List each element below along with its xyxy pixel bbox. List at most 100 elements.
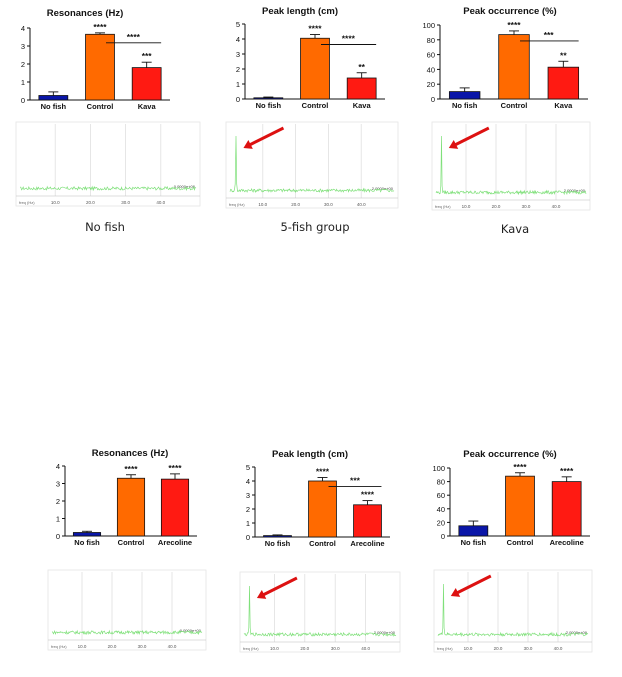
bar-control [505, 475, 535, 537]
significance-stars: **** [168, 463, 182, 473]
red-arrow [454, 126, 490, 147]
x-tick-label: Control [118, 538, 145, 547]
bar-chart-4: Resonances (Hz) 0 1 2 3 4 No fish Control **** Ar… [56, 448, 197, 547]
spectrum-line [243, 585, 397, 637]
spectrum-axis-label: freq (Hz) [229, 202, 245, 207]
bar-chart-1: Resonances (Hz) 0 1 2 3 4 No fish Control **** Ka… [21, 8, 170, 111]
red-arrow [248, 126, 285, 147]
y-tick-label: 1 [56, 515, 60, 524]
spectrum-frame [431, 121, 591, 211]
y-tick-label: 0 [246, 533, 250, 542]
y-tick-label: 2 [56, 497, 60, 506]
y-tick-label: 4 [56, 462, 60, 471]
significance-stars: **** [316, 467, 330, 477]
spectrum-tick-label: 10.0 [78, 644, 87, 649]
x-tick-label: Control [302, 101, 329, 110]
y-tick-label: 5 [236, 20, 240, 29]
spectrum-frame [433, 569, 593, 653]
spectrum-value-label: 2.0000e+00 [566, 630, 588, 635]
spectrum-frame [47, 569, 207, 651]
x-tick-label: Arecoline [550, 538, 584, 547]
bar-chart-3: Peak occurrence (%) 0 20 40 60 80 100 No fish Co… [422, 6, 588, 110]
spectrum-tick-label: 40.0 [554, 646, 563, 651]
red-arrow [456, 574, 492, 595]
spectrum-line [19, 185, 197, 192]
spectrum-tick-label: 40.0 [552, 204, 561, 209]
bar-kava [346, 77, 377, 100]
bar-no-fish [38, 95, 69, 101]
y-tick-label: 4 [21, 24, 25, 33]
spectrum-line [435, 135, 587, 196]
spectrum-tick-label: 40.0 [156, 200, 165, 205]
spectrum-panel-5: 10.0 20.0 30.0 40.0 freq (Hz) 2.0000e+00 [239, 571, 401, 653]
significance-stars: **** [308, 24, 322, 34]
bar-arecoline [160, 478, 190, 537]
spectrum-tick-label: 40.0 [357, 202, 366, 207]
y-tick-label: 5 [246, 463, 250, 472]
significance-stars: **** [507, 20, 521, 30]
chart-title: Peak occurrence (%) [463, 6, 556, 17]
x-tick-label: Kava [138, 102, 157, 111]
comparison-stars: *** [350, 476, 361, 486]
spectrum-tick-label: 20.0 [86, 200, 95, 205]
spectrum-panel-6: 10.0 20.0 30.0 40.0 freq (Hz) 2.0000e+00 [433, 569, 593, 653]
bar-control [116, 477, 146, 537]
x-tick-label: No fish [41, 102, 67, 111]
spectrum-frame [15, 121, 201, 207]
spectrum-tick-label: 40.0 [361, 646, 370, 651]
spectrum-caption-no-fish: No fish [85, 220, 125, 234]
spectrum-value-label: 2.0000e+00 [564, 188, 586, 193]
spectrum-tick-label: 30.0 [522, 204, 531, 209]
y-tick-label: 2 [236, 65, 240, 74]
red-arrow-head [448, 139, 459, 149]
bar-no-fish [72, 532, 102, 537]
significance-stars: **** [124, 464, 138, 474]
spectrum-panel-1: 10.0 20.0 30.0 40.0 freq (Hz) 0.0000e+00 [15, 121, 201, 207]
spectrum-value-label: 0.0000e+00 [180, 628, 202, 633]
y-tick-label: 0 [56, 532, 60, 541]
spectrum-tick-label: 10.0 [270, 646, 279, 651]
spectrum-tick-label: 10.0 [462, 204, 471, 209]
bar-arecoline [551, 481, 582, 537]
spectrum-value-label: 2.0000e+00 [374, 630, 396, 635]
y-tick-label: 60 [427, 51, 435, 60]
x-tick-label: Arecoline [158, 538, 192, 547]
x-tick-label: Arecoline [350, 539, 384, 548]
y-tick-label: 2 [21, 60, 25, 69]
red-arrow-head [243, 139, 253, 149]
spectrum-caption-5-fish-group: 5-fish group [280, 220, 350, 234]
spectrum-tick-label: 20.0 [300, 646, 309, 651]
spectrum-tick-label: 20.0 [494, 646, 503, 651]
x-tick-label: No fish [461, 538, 487, 547]
spectrum-tick-label: 30.0 [121, 200, 130, 205]
comparison-stars: *** [544, 30, 555, 40]
spectrum-tick-label: 20.0 [492, 204, 501, 209]
bar-control [498, 34, 530, 100]
y-tick-label: 3 [236, 50, 240, 59]
y-tick-label: 3 [246, 491, 250, 500]
spectrum-value-label: 2.0000e+00 [372, 186, 394, 191]
y-tick-label: 0 [441, 532, 445, 541]
x-tick-label: Control [507, 538, 534, 547]
bar-kava [547, 66, 580, 100]
significance-stars: ** [560, 50, 567, 60]
spectrum-axis-label: freq (Hz) [51, 644, 67, 649]
spectrum-tick-label: 10.0 [464, 646, 473, 651]
spectrum-axis-label: freq (Hz) [437, 646, 453, 651]
bar-control [300, 37, 330, 100]
y-tick-label: 3 [56, 480, 60, 489]
y-tick-label: 2 [246, 505, 250, 514]
significance-stars: **** [361, 490, 375, 500]
x-tick-label: Control [309, 539, 336, 548]
y-tick-label: 100 [422, 21, 435, 30]
x-tick-label: Control [87, 102, 114, 111]
y-tick-label: 4 [246, 477, 250, 486]
bar-no-fish [448, 91, 481, 100]
comparison-stars: **** [127, 32, 141, 42]
bar-control [308, 480, 337, 538]
y-tick-label: 80 [427, 36, 435, 45]
x-tick-label: No fish [452, 101, 478, 110]
